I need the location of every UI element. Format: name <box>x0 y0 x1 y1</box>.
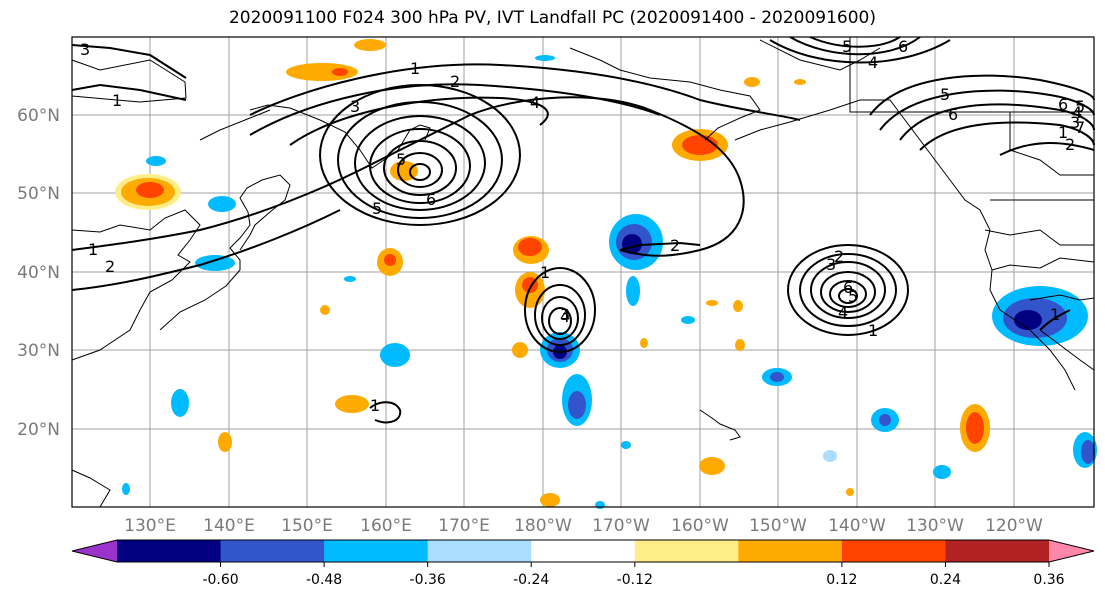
contour-label: 2 <box>1065 135 1075 154</box>
colorbar-tick-label: -0.24 <box>513 572 549 588</box>
lon-label: 160°E <box>360 516 412 536</box>
lat-label: 40°N <box>17 263 60 283</box>
colorbar-tick-label: -0.36 <box>410 572 446 588</box>
colorbar: -0.60-0.48-0.36-0.24-0.120.120.240.360.4… <box>71 539 1095 588</box>
lon-label: 170°W <box>592 516 650 536</box>
gridlines <box>72 37 1094 507</box>
colorbar-tick-label: 0.36 <box>1033 572 1064 588</box>
colorbar-segment <box>738 540 843 562</box>
contour-label: 5 <box>1075 97 1085 116</box>
colorbar-tick-label: -0.12 <box>617 572 653 588</box>
colorbar-segment <box>220 540 325 562</box>
lon-label: 120°W <box>985 516 1043 536</box>
lon-label: 150°E <box>281 516 333 536</box>
contour-label: 5 <box>842 37 852 56</box>
contour-label: 6 <box>948 105 958 124</box>
colorbar-tick-label: 0.12 <box>826 572 857 588</box>
contour-label: 6 <box>898 37 908 56</box>
colorbar-tick-label: -0.48 <box>306 572 342 588</box>
contour-label: 3 <box>350 97 360 116</box>
contour-label: 4 <box>1072 103 1082 122</box>
contour-label: 4 <box>838 303 848 322</box>
lon-label: 130°E <box>124 516 176 536</box>
contour-label: 6 <box>843 278 853 297</box>
lat-label: 50°N <box>17 184 60 204</box>
contour-label: 4 <box>868 53 878 72</box>
contour-label: 5 <box>372 199 382 218</box>
map-title: 2020091100 F024 300 hPa PV, IVT Landfall… <box>228 8 876 28</box>
contour-label: 4 <box>560 307 570 326</box>
lat-label: 60°N <box>17 106 60 126</box>
lon-label: 150°W <box>749 516 807 536</box>
colorbar-segment <box>324 540 429 562</box>
contour-label: 1 <box>88 240 98 259</box>
colorbar-segment <box>531 540 636 562</box>
lon-label: 180°W <box>514 516 572 536</box>
contour-label: 5 <box>940 85 950 104</box>
lon-label: 170°E <box>438 516 490 536</box>
lon-label: 160°W <box>671 516 729 536</box>
contour-label: 7 <box>1075 118 1085 137</box>
colorbar-segment <box>427 540 532 562</box>
longitude-labels: 130°E 140°E 150°E 160°E 170°E 180°W 170°… <box>124 516 1043 536</box>
contour-label: 3 <box>826 255 836 274</box>
map-border <box>71 36 1095 508</box>
contour-label: 1 <box>1058 123 1068 142</box>
contour-label: 2 <box>834 247 844 266</box>
contour-label: 4 <box>530 93 540 112</box>
pv-contours <box>71 36 1095 424</box>
colorbar-segment <box>841 540 946 562</box>
lat-label: 20°N <box>17 420 60 440</box>
lon-label: 140°W <box>828 516 886 536</box>
contour-label: 2 <box>105 257 115 276</box>
contour-label: 5 <box>848 287 858 306</box>
contour-label: 1 <box>540 263 550 282</box>
contour-label: 3 <box>80 40 90 59</box>
contour-label: 6 <box>426 190 436 209</box>
contour-labels: 3 1 1 2 3 4 5 6 1 2 1 2 3 4 5 6 6 5 4 1 … <box>80 37 1085 415</box>
colorbar-tick-label: 0.24 <box>930 572 961 588</box>
contour-label: 1 <box>410 59 420 78</box>
contour-label: 3 <box>560 305 570 324</box>
colorbar-extend-low <box>72 540 117 562</box>
lat-label: 30°N <box>17 341 60 361</box>
contour-label: 6 <box>1058 95 1068 114</box>
latitude-labels: 60°N 50°N 40°N 30°N 20°N <box>17 106 60 440</box>
contour-label: 1 <box>370 396 380 415</box>
colorbar-segment <box>945 540 1050 562</box>
contour-label: 1 <box>112 91 122 110</box>
lon-label: 140°E <box>203 516 255 536</box>
lon-label: 130°W <box>906 516 964 536</box>
contour-label: 2 <box>450 72 460 91</box>
contour-label: 1 <box>868 321 878 340</box>
contour-label: 3 <box>1070 113 1080 132</box>
contour-label: 1 <box>1050 305 1060 324</box>
colorbar-tick-label: -0.60 <box>202 572 238 588</box>
colorbar-extend-high <box>1049 540 1094 562</box>
contour-label: 5 <box>396 150 406 169</box>
colorbar-segment <box>634 540 739 562</box>
contour-label: 2 <box>670 236 680 255</box>
colorbar-outline <box>71 539 1095 563</box>
colorbar-segment <box>117 540 222 562</box>
